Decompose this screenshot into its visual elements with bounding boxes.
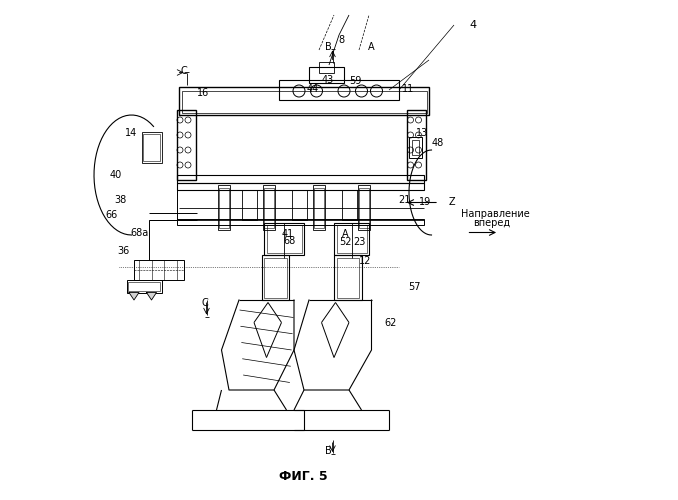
Bar: [219, 188, 229, 228]
Bar: [412, 140, 419, 155]
Bar: [176, 219, 424, 225]
Bar: [241, 190, 256, 220]
Text: 62: 62: [384, 318, 397, 328]
Text: 59: 59: [349, 76, 361, 86]
Text: A: A: [368, 42, 375, 52]
Bar: [262, 255, 289, 300]
Bar: [334, 222, 369, 255]
Polygon shape: [129, 292, 139, 300]
Text: 19: 19: [419, 197, 431, 207]
Text: 68: 68: [283, 236, 295, 246]
Text: A: A: [342, 229, 348, 239]
Text: Направление: Направление: [462, 209, 530, 219]
Bar: [143, 134, 160, 161]
Bar: [319, 62, 334, 72]
Bar: [359, 188, 369, 228]
Bar: [264, 222, 304, 255]
Text: 66: 66: [105, 210, 117, 220]
Bar: [176, 182, 424, 190]
Text: Z: Z: [449, 197, 456, 207]
Text: 21: 21: [398, 195, 410, 205]
Bar: [409, 138, 422, 158]
Text: 4: 4: [469, 20, 476, 30]
Text: 48: 48: [431, 138, 443, 147]
Text: 13: 13: [416, 128, 428, 138]
Bar: [407, 110, 426, 180]
Text: 40: 40: [110, 170, 122, 180]
Bar: [266, 225, 302, 252]
Text: вперед: вперед: [473, 218, 510, 228]
Bar: [128, 282, 160, 291]
Bar: [134, 260, 184, 280]
Polygon shape: [146, 292, 157, 300]
Text: 41: 41: [281, 229, 294, 239]
Text: 44: 44: [306, 84, 319, 94]
Bar: [358, 185, 370, 230]
Bar: [142, 132, 161, 162]
Text: 16: 16: [197, 88, 210, 98]
Bar: [264, 188, 274, 228]
Bar: [336, 225, 367, 252]
Bar: [263, 185, 275, 230]
Text: 68а: 68а: [130, 228, 148, 237]
Bar: [336, 258, 359, 298]
Text: 57: 57: [408, 282, 420, 292]
Text: 43: 43: [321, 75, 334, 85]
Text: 14: 14: [125, 128, 137, 138]
Bar: [182, 92, 426, 112]
Text: C: C: [202, 298, 209, 308]
Text: 36: 36: [117, 246, 129, 256]
Bar: [264, 258, 287, 298]
Bar: [313, 185, 325, 230]
Text: ФИГ. 5: ФИГ. 5: [279, 470, 327, 482]
Text: 52: 52: [339, 237, 351, 247]
Text: 38: 38: [114, 195, 126, 205]
Bar: [342, 190, 357, 220]
Text: B: B: [325, 42, 332, 52]
Bar: [292, 190, 306, 220]
Bar: [314, 188, 324, 228]
Bar: [176, 110, 195, 180]
Text: B: B: [325, 446, 332, 456]
Text: 11: 11: [401, 84, 414, 94]
Bar: [334, 255, 361, 300]
Bar: [127, 280, 161, 292]
Bar: [179, 88, 429, 115]
Text: 8: 8: [338, 35, 344, 45]
Text: C: C: [180, 66, 187, 76]
Bar: [279, 80, 399, 100]
Text: 12: 12: [359, 256, 372, 266]
Bar: [218, 185, 230, 230]
Bar: [309, 68, 344, 82]
Text: 23: 23: [353, 237, 365, 247]
Bar: [176, 175, 424, 182]
